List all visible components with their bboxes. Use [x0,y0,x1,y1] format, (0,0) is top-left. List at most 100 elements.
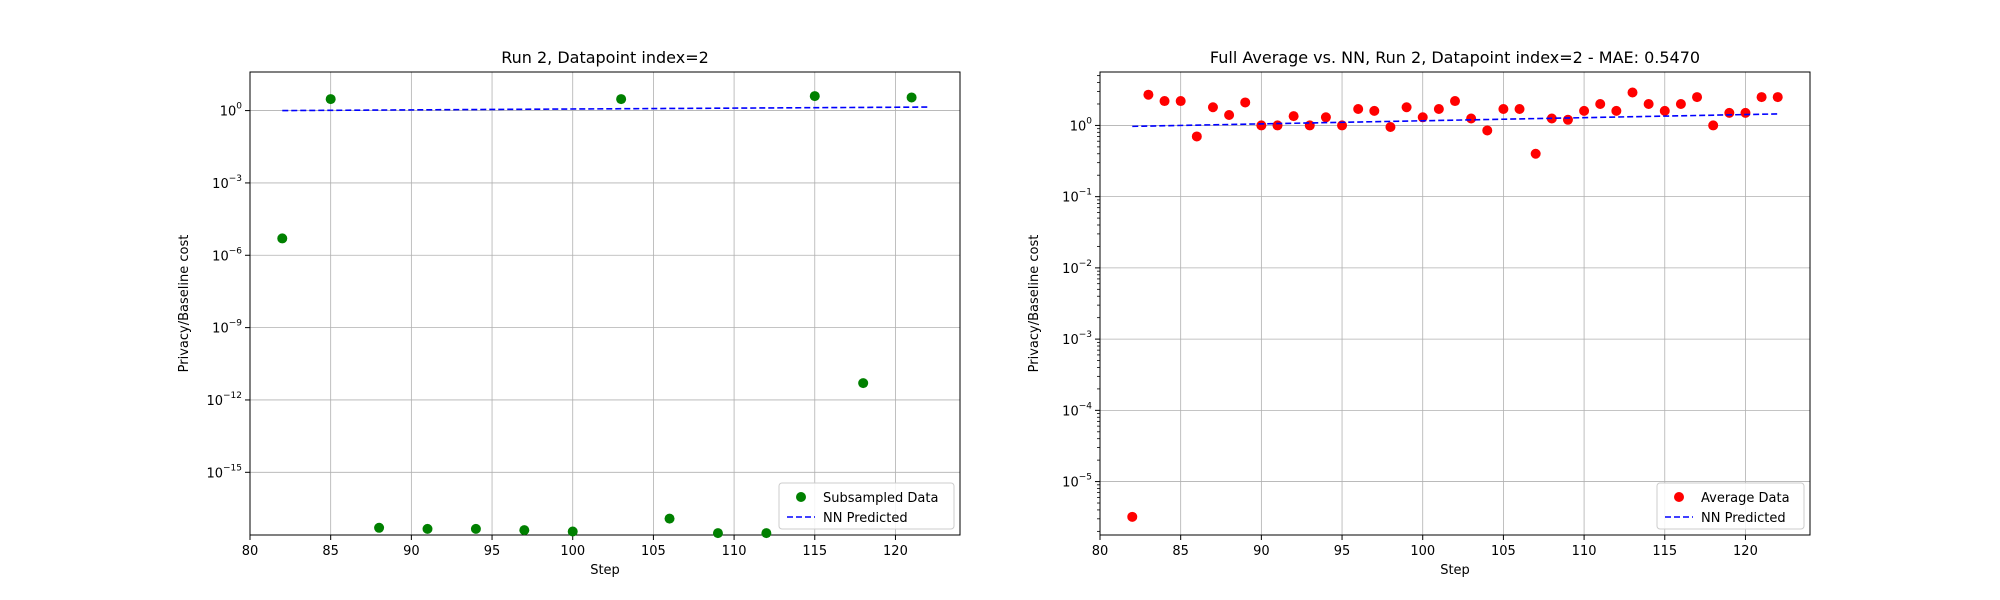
x-tick-label: 105 [641,544,666,559]
y-tick-base: 10 [212,322,229,337]
y-tick-label: 10−2 [1062,259,1092,277]
data-point [567,526,578,537]
data-point [1433,104,1444,115]
data-point [1514,104,1525,115]
y-tick-exponent: 0 [1086,116,1092,126]
data-point [1772,92,1783,103]
data-point [1207,102,1218,113]
data-point [422,523,433,534]
y-tick-exponent: −6 [229,246,243,256]
data-point [1692,92,1703,103]
y-tick-label: 10−4 [1062,401,1092,419]
data-point [1627,87,1638,98]
legend-label: Average Data [1701,491,1790,506]
data-point [906,92,917,103]
data-point [1724,107,1735,118]
y-tick-base: 10 [1062,333,1079,348]
x-tick-label: 110 [722,544,747,559]
y-tick-exponent: −4 [1079,401,1093,411]
data-point [1159,96,1170,107]
data-point [761,528,772,539]
series-line-nn-predicted [282,106,928,112]
x-tick-label: 80 [242,544,259,559]
chart-left: 80 85 90 95 100 105 110 115 12010010−310−610−910… [177,48,961,578]
x-tick-label: 95 [1334,544,1351,559]
y-tick-exponent: −15 [223,463,242,473]
x-tick-label: 120 [1733,544,1758,559]
y-tick-exponent: 0 [236,102,242,112]
legend-label: Subsampled Data [823,491,938,506]
data-point [1466,113,1477,124]
data-point [1320,112,1331,123]
y-tick-base: 10 [1070,119,1087,134]
y-tick-exponent: −3 [229,174,242,184]
y-tick-label: 10−5 [1062,473,1092,491]
data-point [277,233,288,244]
legend-box [778,482,955,530]
y-tick-base: 10 [206,394,223,409]
data-point [664,513,675,524]
x-axis-label: Step [1440,563,1470,578]
data-point [519,525,530,536]
chart-right: 80 85 90 95 100 105 110 115 12010010−110−210−310… [1027,48,1811,578]
y-axis-label: Privacy/Baseline cost [1027,235,1042,373]
x-tick-label: 115 [802,544,827,559]
y-tick-exponent: −2 [1079,259,1092,269]
data-point [325,94,336,105]
y-tick-label: 100 [1070,116,1093,134]
x-tick-label: 80 [1092,544,1109,559]
chart-title: Run 2, Datapoint index=2 [501,48,709,67]
data-point [1708,120,1719,131]
x-tick-label: 90 [1253,544,1270,559]
data-point [1579,105,1590,116]
data-point [1369,105,1380,116]
x-tick-label: 110 [1572,544,1597,559]
data-point [1353,104,1364,115]
x-tick-label: 90 [403,544,420,559]
y-tick-base: 10 [220,105,237,120]
data-point [858,378,869,389]
y-tick-label: 10−6 [212,246,242,264]
y-tick-exponent: −12 [223,391,242,401]
legend-label: NN Predicted [1701,511,1786,526]
y-tick-label: 10−3 [1062,330,1092,348]
data-point [1595,98,1606,109]
data-point [1191,131,1202,142]
data-point [809,91,820,102]
data-point [1256,120,1267,131]
y-tick-label: 10−1 [1062,188,1092,206]
x-tick-label: 85 [322,544,339,559]
legend: Average Data NN Predicted [1656,482,1805,530]
y-tick-base: 10 [1062,476,1079,491]
legend-label: NN Predicted [823,511,908,526]
data-point [1740,107,1751,118]
data-point [1450,96,1460,107]
y-axis-label: Privacy/Baseline cost [177,235,192,373]
data-point [374,522,385,533]
legend-marker-swatch [1674,492,1684,502]
y-tick-exponent: −1 [1079,188,1092,198]
x-tick-label: 85 [1172,544,1189,559]
data-point [1288,111,1299,122]
x-tick-label: 95 [484,544,501,559]
y-tick-base: 10 [1062,404,1079,419]
y-tick-base: 10 [1062,191,1079,206]
data-point [470,523,481,534]
y-tick-exponent: −3 [1079,330,1092,340]
legend-box [1656,482,1805,530]
data-point [712,528,723,539]
legend-marker-swatch [796,492,806,502]
chart-title: Full Average vs. NN, Run 2, Datapoint in… [1210,48,1700,67]
axes-frame [1099,71,1811,536]
data-point [1385,122,1396,133]
y-tick-exponent: −5 [1079,473,1092,483]
y-tick-base: 10 [1062,262,1079,277]
data-point [1417,112,1428,123]
x-tick-label: 115 [1652,544,1677,559]
y-tick-exponent: −9 [229,319,243,329]
y-tick-label: 10−15 [206,463,242,481]
data-point [1224,110,1235,121]
legend: Subsampled Data NN Predicted [778,482,955,530]
data-point [1175,96,1186,107]
